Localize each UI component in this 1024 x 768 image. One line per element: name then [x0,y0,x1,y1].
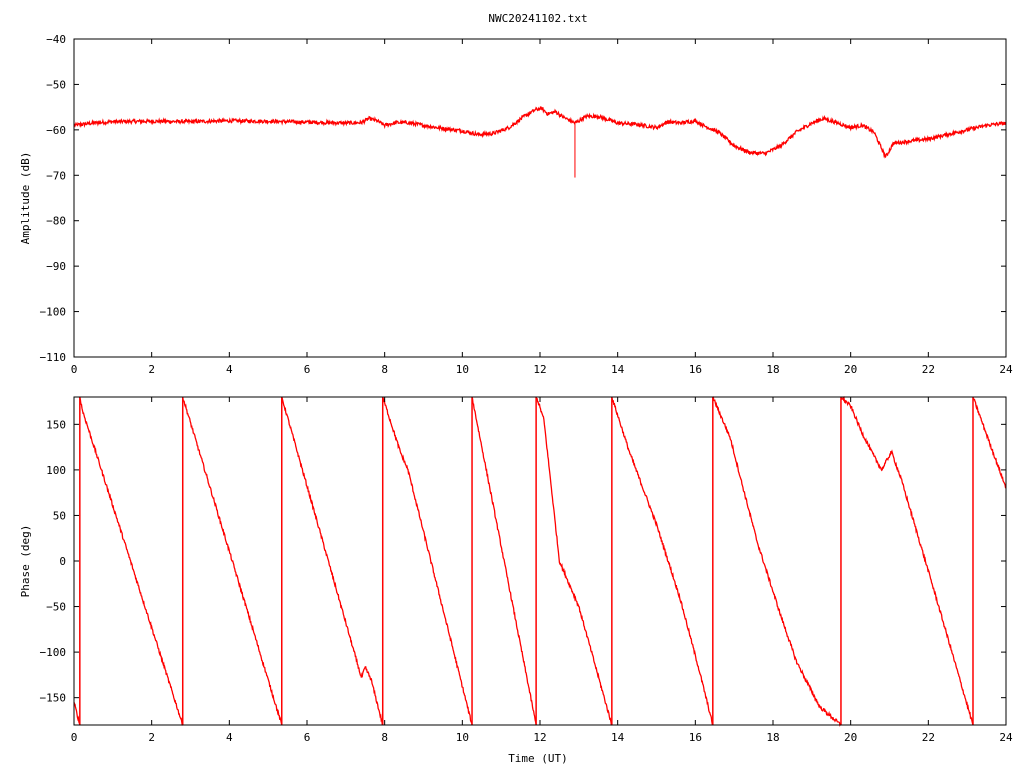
amplitude-y-tick-label: −70 [46,169,66,182]
phase-segment-7 [611,396,714,726]
phase-segment-2 [182,396,283,726]
amplitude-x-tick-label: 12 [533,363,546,376]
amplitude-y-tick-label: −50 [46,78,66,91]
phase-x-tick-label: 12 [533,731,546,744]
phase-x-tick-label: 24 [999,731,1013,744]
phase-plot-frame [73,396,1007,726]
phase-segment-9 [840,395,974,726]
x-axis-label: Time (UT) [508,752,568,765]
amplitude-x-tick-label: 0 [71,363,78,376]
phase-series-layer [73,395,1007,727]
phase-ticks: 0 2 4 6 8 10 12 14 16 18 20 22 24−150−100−5005010015… [40,397,1013,744]
amplitude-y-tick-label: −110 [40,351,67,364]
phase-segment-6 [535,396,613,726]
phase-y-tick-label: 150 [46,418,66,431]
phase-y-tick-label: −150 [40,692,67,705]
phase-y-tick-label: −50 [46,601,66,614]
amplitude-x-tick-label: 18 [766,363,779,376]
phase-y-tick-label: −100 [40,646,67,659]
phase-segment-5 [471,396,537,726]
amplitude-y-tick-label: −40 [46,33,66,46]
phase-y-tick-label: 0 [59,555,66,568]
phase-segment-0 [73,702,81,726]
chart-title: NWC20241102.txt [488,12,587,25]
phase-x-tick-label: 10 [456,731,469,744]
amplitude-x-tick-label: 2 [148,363,155,376]
phase-x-tick-label: 18 [766,731,779,744]
amplitude-plot-frame [73,38,1007,358]
phase-x-tick-label: 22 [922,731,935,744]
amplitude-x-tick-label: 4 [226,363,233,376]
amplitude-x-tick-label: 6 [304,363,311,376]
phase-segment-8 [712,396,842,727]
phase-x-tick-label: 0 [71,731,78,744]
phase-y-tick-label: 100 [46,464,66,477]
phase-y-tick-label: 50 [53,509,66,522]
phase-segment-3 [281,396,384,726]
phase-x-tick-label: 2 [148,731,155,744]
amplitude-y-tick-label: −90 [46,260,66,273]
phase-x-tick-label: 8 [381,731,388,744]
phase-x-tick-label: 6 [304,731,311,744]
amplitude-ticks: 0 2 4 6 8 10 12 14 16 18 20 22 24−110−100−90−80−70−6… [40,33,1013,376]
amplitude-y-tick-label: −100 [40,306,67,319]
amplitude-x-tick-label: 10 [456,363,469,376]
phase-segment-1 [79,396,183,726]
amplitude-y-tick-label: −60 [46,124,66,137]
phase-x-tick-label: 16 [689,731,702,744]
amplitude-x-tick-label: 14 [611,363,625,376]
phase-x-tick-label: 14 [611,731,625,744]
amplitude-panel: 0 2 4 6 8 10 12 14 16 18 20 22 24−110−100−90−80−70−6… [19,33,1013,376]
phase-x-tick-label: 4 [226,731,233,744]
amplitude-x-tick-label: 16 [689,363,702,376]
amplitude-series-line [73,106,1007,159]
amplitude-y-tick-label: −80 [46,215,66,228]
amplitude-series-layer [73,106,1007,178]
phase-y-axis-label: Phase (deg) [19,525,32,598]
phase-segment-4 [382,396,473,726]
amplitude-x-tick-label: 24 [999,363,1013,376]
amplitude-x-tick-label: 22 [922,363,935,376]
phase-segment-10 [972,396,1007,489]
amplitude-x-tick-label: 8 [381,363,388,376]
phase-panel: 0 2 4 6 8 10 12 14 16 18 20 22 24−150−100−5005010015… [19,395,1013,765]
amplitude-x-tick-label: 20 [844,363,857,376]
amplitude-y-axis-label: Amplitude (dB) [19,152,32,245]
phase-x-tick-label: 20 [844,731,857,744]
